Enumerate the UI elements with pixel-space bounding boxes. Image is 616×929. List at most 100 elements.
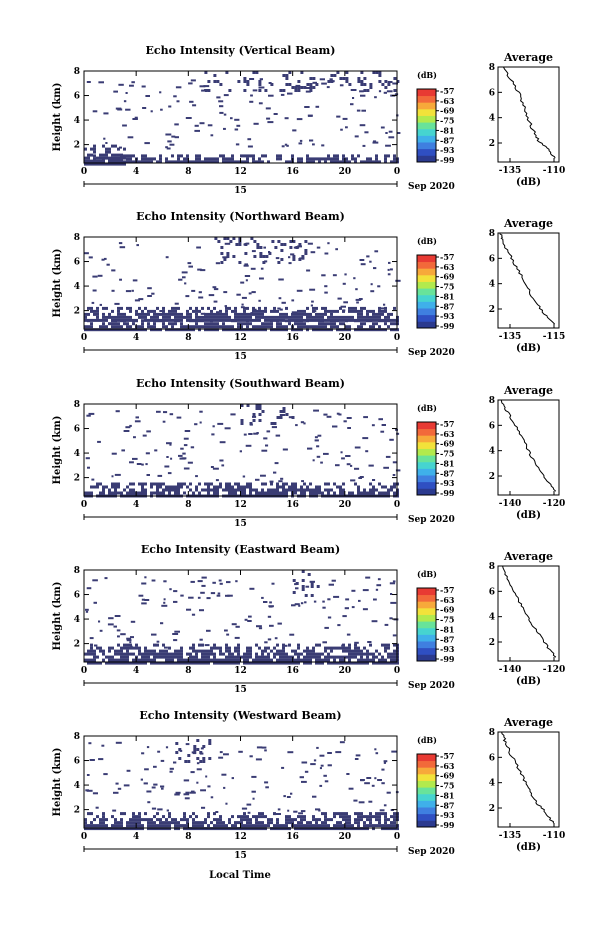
profile-y-tick-label: 6 bbox=[489, 421, 495, 431]
echo-pixel bbox=[375, 328, 378, 332]
echo-pixel bbox=[231, 623, 237, 626]
echo-pixel bbox=[373, 598, 377, 601]
echo-pixel bbox=[222, 256, 228, 259]
echo-pixel bbox=[310, 304, 313, 307]
echo-pixel bbox=[243, 243, 247, 246]
echo-pixel bbox=[357, 315, 360, 319]
colorbar-tick-label: -75 bbox=[440, 781, 454, 791]
echo-pixel bbox=[223, 291, 228, 294]
echo-pixel bbox=[315, 821, 318, 825]
echo-pixel bbox=[348, 661, 351, 665]
echo-pixel bbox=[216, 325, 219, 329]
echo-pixel bbox=[176, 416, 182, 419]
echo-pixel bbox=[192, 824, 195, 828]
echo-pixel bbox=[375, 315, 378, 319]
echo-pixel bbox=[268, 252, 272, 255]
echo-pixel bbox=[336, 485, 339, 489]
echo-pixel bbox=[330, 827, 333, 831]
colorbar-segment bbox=[417, 654, 436, 662]
echo-pixel bbox=[282, 325, 285, 329]
echo-pixel bbox=[132, 812, 135, 816]
echo-pixel bbox=[255, 661, 258, 665]
y-tick-label: 2 bbox=[74, 141, 80, 151]
echo-pixel bbox=[111, 646, 114, 650]
echo-pixel bbox=[219, 582, 223, 585]
echo-pixel bbox=[200, 269, 206, 272]
echo-pixel bbox=[332, 425, 338, 428]
echo-pixel bbox=[312, 309, 315, 313]
x-tick-label: 0 bbox=[81, 666, 87, 676]
echo-pixel bbox=[219, 818, 222, 822]
echo-pixel bbox=[315, 312, 318, 316]
echo-pixel bbox=[177, 488, 180, 492]
colorbar-segment bbox=[417, 787, 436, 795]
echo-pixel bbox=[90, 153, 93, 157]
echo-pixel bbox=[275, 257, 280, 260]
echo-pixel bbox=[96, 815, 99, 819]
echo-pixel bbox=[207, 322, 210, 326]
echo-pixel bbox=[165, 818, 168, 822]
echo-pixel bbox=[229, 240, 233, 243]
y-tick-label: 8 bbox=[74, 233, 80, 243]
echo-pixel bbox=[357, 488, 360, 492]
echo-pixel bbox=[188, 596, 194, 599]
echo-pixel bbox=[329, 80, 335, 83]
echo-pixel bbox=[390, 661, 393, 665]
echo-pixel bbox=[182, 452, 186, 455]
echo-pixel bbox=[333, 661, 336, 665]
echo-pixel bbox=[135, 309, 138, 313]
echo-pixel bbox=[316, 246, 321, 249]
echo-pixel bbox=[342, 282, 346, 285]
echo-pixel bbox=[291, 154, 294, 158]
echo-pixel bbox=[264, 646, 267, 650]
profile-line bbox=[499, 232, 556, 325]
echo-pixel bbox=[179, 457, 186, 460]
echo-pixel bbox=[114, 144, 117, 148]
echo-pixel bbox=[231, 309, 234, 313]
echo-pixel bbox=[250, 267, 256, 270]
echo-pixel bbox=[132, 827, 135, 831]
echo-pixel bbox=[196, 762, 200, 765]
echo-pixel bbox=[114, 827, 117, 831]
echo-pixel bbox=[255, 758, 262, 761]
echo-pixel bbox=[183, 793, 190, 796]
echo-pixel bbox=[193, 745, 197, 748]
echo-pixel bbox=[222, 328, 225, 332]
echo-pixel bbox=[213, 312, 216, 316]
echo-pixel bbox=[282, 485, 285, 489]
echo-pixel bbox=[168, 491, 171, 495]
echo-pixel bbox=[232, 255, 236, 258]
echo-pixel bbox=[153, 658, 156, 662]
echo-pixel bbox=[93, 144, 96, 148]
echo-pixel bbox=[379, 809, 385, 812]
echo-pixel bbox=[219, 111, 224, 114]
echo-pixel bbox=[210, 134, 214, 137]
echo-pixel bbox=[153, 325, 156, 329]
x-tick-label: 12 bbox=[234, 333, 247, 343]
echo-pixel bbox=[301, 588, 305, 591]
echo-pixel bbox=[309, 649, 312, 653]
echo-pixel bbox=[114, 156, 117, 160]
echo-pixel bbox=[165, 827, 168, 831]
echo-pixel bbox=[228, 818, 231, 822]
echo-pixel bbox=[246, 803, 252, 806]
echo-pixel bbox=[90, 643, 93, 647]
echo-pixel bbox=[318, 325, 321, 329]
colorbar-segment bbox=[417, 314, 436, 322]
echo-pixel bbox=[384, 818, 387, 822]
colorbar-tick-label: -69 bbox=[440, 439, 455, 449]
echo-pixel bbox=[220, 261, 224, 264]
echo-pixel bbox=[327, 488, 330, 492]
echo-pixel bbox=[201, 658, 204, 662]
echo-pixel bbox=[264, 824, 267, 828]
echo-pixel bbox=[336, 328, 339, 332]
y-tick-label: 4 bbox=[74, 781, 80, 791]
panel-title: Echo Intensity (Northward Beam) bbox=[136, 210, 345, 223]
echo-pixel bbox=[153, 824, 156, 828]
echo-pixel bbox=[336, 646, 339, 650]
echo-pixel bbox=[243, 433, 247, 436]
echo-pixel bbox=[234, 658, 237, 662]
echo-pixel bbox=[336, 115, 341, 118]
echo-pixel bbox=[99, 482, 102, 486]
echo-pixel bbox=[223, 258, 227, 261]
